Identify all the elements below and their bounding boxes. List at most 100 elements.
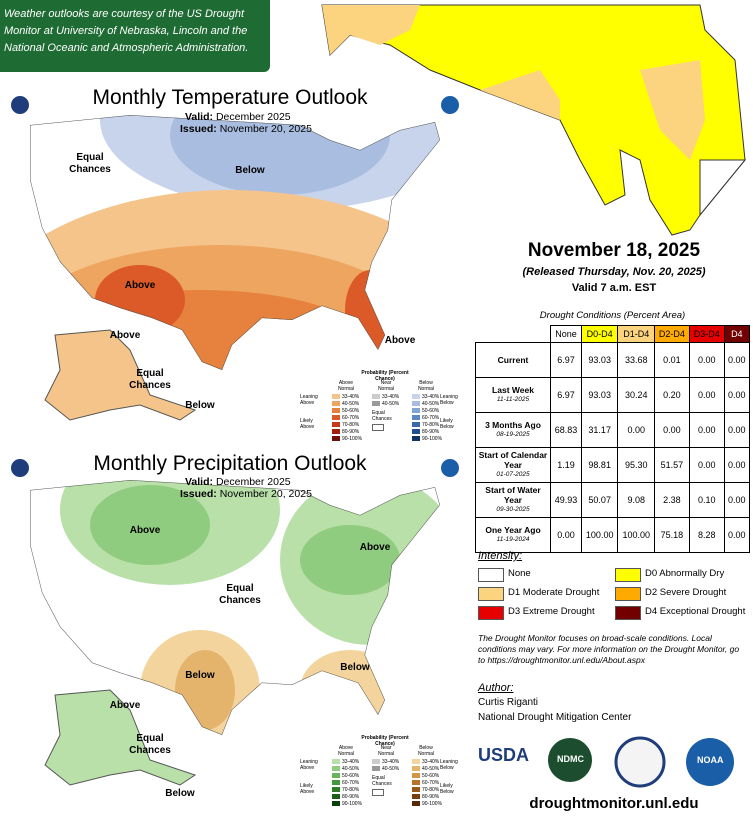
cell: 0.00 — [723, 517, 751, 553]
table-title: Drought Conditions (Percent Area) — [539, 310, 686, 321]
row-header: One Year Ago 11-19-2024 — [475, 517, 551, 553]
cell: 9.08 — [617, 482, 655, 518]
legend-title: Probability (Percent Chance) — [361, 370, 409, 382]
corner — [476, 326, 551, 343]
cell: 0.00 — [723, 412, 751, 448]
legend-range: 80-90% — [422, 794, 440, 800]
logo-noaa: NOAA — [697, 755, 724, 765]
legend-range: 50-60% — [342, 408, 360, 414]
legend-range: 90-100% — [342, 801, 363, 807]
map-label: Below — [165, 788, 195, 799]
cell: 100.00 — [617, 517, 655, 553]
row-label: 3 Months Ago — [485, 420, 541, 430]
legend-swatch — [412, 415, 420, 420]
legend-range: 50-60% — [342, 773, 360, 779]
outlook-legend: Probability (Percent Chance) Above Normal… — [300, 735, 465, 813]
intensity-swatch — [615, 587, 641, 601]
author-label: Author: — [478, 682, 514, 694]
map-label: Equal Chances — [129, 733, 171, 756]
intensity-swatch — [615, 568, 641, 582]
map-label: Above — [129, 525, 161, 536]
logos — [11, 96, 734, 788]
legend-column: Near Normal — [377, 380, 395, 392]
legend-swatch — [412, 759, 420, 764]
intensity-label: D0 Abnormally Dry — [645, 568, 725, 579]
legend-swatch — [332, 394, 340, 399]
legend-side: Leaning Above — [300, 759, 318, 771]
legend-swatch — [412, 773, 420, 778]
legend-range: 60-70% — [342, 415, 360, 421]
cell: 49.93 — [550, 482, 582, 518]
legend-swatch — [372, 766, 380, 771]
map-label: Equal Chances — [219, 583, 261, 606]
column-header: D4 — [723, 325, 751, 343]
row-label: One Year Ago — [485, 525, 541, 535]
row-date: 09-30-2025 — [496, 506, 530, 513]
legend-range: 70-80% — [422, 422, 440, 428]
cell: 0.10 — [688, 482, 725, 518]
legend-swatch — [332, 773, 340, 778]
banner: Weather outlooks are courtesy of the US … — [0, 0, 270, 72]
precip-valid: Valid: December 2025 — [185, 476, 291, 488]
legend-range: 80-90% — [342, 429, 360, 435]
row-label: Last Week — [492, 385, 534, 395]
cell: 50.07 — [580, 482, 619, 518]
intensity-label: D1 Moderate Drought — [508, 587, 600, 598]
cell: 30.24 — [617, 377, 655, 413]
cell: 51.57 — [653, 447, 690, 483]
legend-side: Likely Below — [440, 418, 454, 430]
row-date: 11-19-2024 — [496, 536, 530, 543]
legend-equal-swatch — [372, 424, 384, 431]
cell: 31.17 — [580, 412, 619, 448]
intensity-label: D4 Exceptional Drought — [645, 606, 746, 617]
row-date: 11-11-2025 — [496, 396, 530, 403]
legend-swatch — [332, 429, 340, 434]
legend-side: Likely Below — [440, 783, 454, 795]
value: December 2025 — [215, 111, 291, 123]
cell: 0.00 — [723, 447, 751, 483]
cell: 95.30 — [617, 447, 655, 483]
table-row: 3 Months Ago 08-19-2025 68.83 31.17 0.00 0.00… — [475, 412, 751, 448]
note: The Drought Monitor focuses on broad-sca… — [478, 633, 740, 665]
header-row: None D0-D4 D1-D4 D2-D4 D3-D4 D4 — [476, 325, 751, 343]
table-row: Start of Calendar Year 01-07-2025 1.19 98.8… — [475, 447, 751, 483]
author: Curtis Riganti — [478, 697, 539, 708]
intensity-label: D3 Extreme Drought — [508, 606, 595, 617]
legend-range: 70-80% — [342, 422, 360, 428]
legend-column: Near Normal — [377, 745, 395, 757]
cell: 8.28 — [688, 517, 725, 553]
legend-range: 70-80% — [422, 787, 440, 793]
intensity-swatch — [478, 587, 504, 601]
legend-swatch — [332, 422, 340, 427]
cell: 33.68 — [617, 342, 655, 378]
drought-table: None D0-D4 D1-D4 D2-D4 D3-D4 D4 Current 6.97 93.… — [475, 325, 751, 553]
legend-range: 40-50% — [422, 766, 440, 772]
url: droughtmonitor.unl.edu — [529, 795, 699, 812]
column-header: D1-D4 — [617, 325, 655, 343]
legend-swatch — [412, 408, 420, 413]
intensity-label: None — [508, 568, 531, 579]
legend-range: 60-70% — [342, 780, 360, 786]
legend-range: 33-40% — [382, 394, 400, 400]
cell: 75.18 — [653, 517, 690, 553]
table-row: One Year Ago 11-19-2024 0.00 100.00 100.00 75… — [475, 517, 751, 553]
legend-side: Likely Above — [300, 783, 315, 795]
cell: 0.00 — [723, 342, 751, 378]
legend-column: Below Normal — [417, 380, 435, 392]
legend-swatch — [332, 759, 340, 764]
maryland-map — [321, 4, 747, 236]
legend-swatch — [412, 422, 420, 427]
legend-swatch — [332, 408, 340, 413]
legend-range: 40-50% — [422, 401, 440, 407]
legend-range: 40-50% — [382, 401, 400, 407]
value: December 2025 — [215, 476, 291, 488]
value: November 20, 2025 — [219, 488, 312, 500]
legend-column: Above Normal — [337, 745, 355, 757]
label: Valid: — [185, 111, 214, 123]
legend-equal: Equal Chances — [372, 775, 392, 787]
legend-column: Below Normal — [417, 745, 435, 757]
cell: 0.00 — [688, 377, 725, 413]
legend-swatch — [332, 794, 340, 799]
